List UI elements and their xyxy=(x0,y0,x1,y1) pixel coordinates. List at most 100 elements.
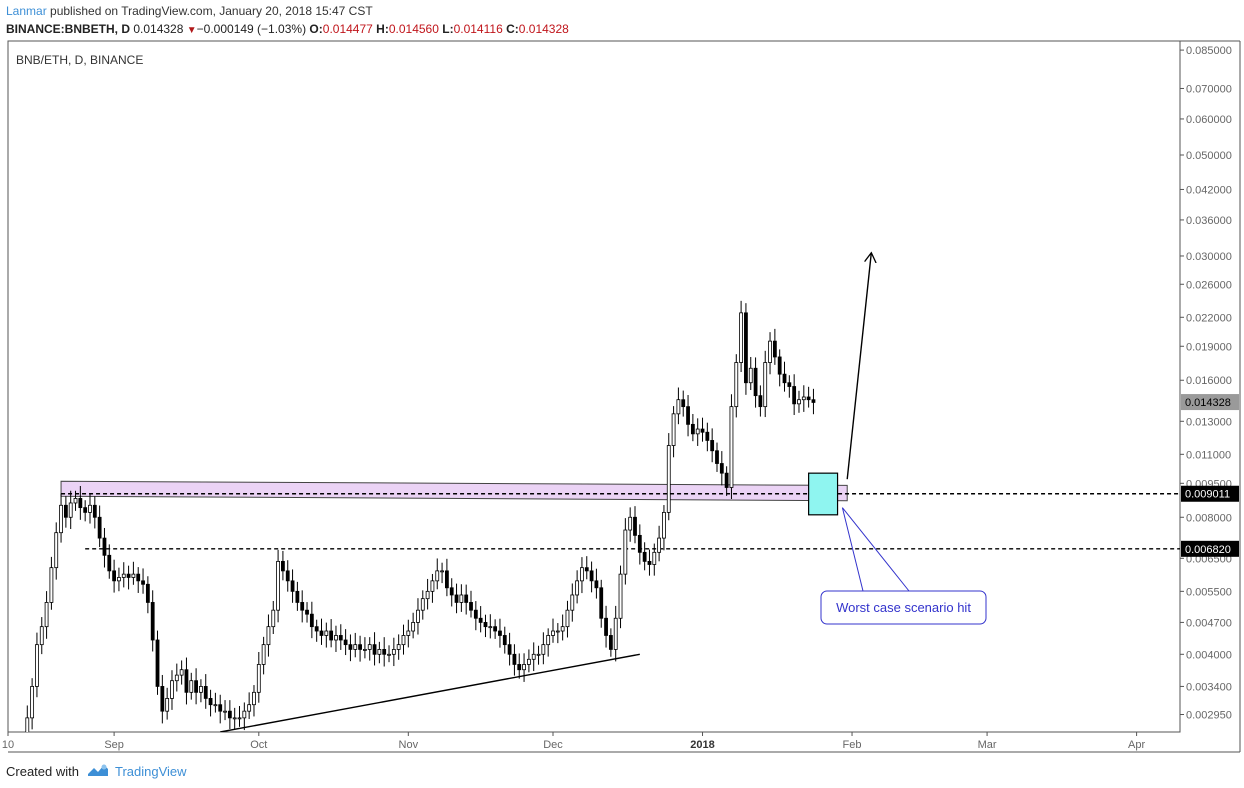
candle-body xyxy=(628,516,633,531)
candle-body xyxy=(440,570,444,573)
y-tick-label: 0.070000 xyxy=(1186,83,1232,95)
candle-body xyxy=(63,504,68,518)
candle-body xyxy=(734,362,739,408)
publisher-name[interactable]: Lanmar xyxy=(6,4,47,18)
tradingview-logo-icon[interactable] xyxy=(87,763,109,780)
candle-body xyxy=(117,577,121,582)
candle-body xyxy=(763,362,768,408)
candle-body xyxy=(700,428,705,433)
candle-body xyxy=(478,617,483,623)
candle-body xyxy=(782,373,787,384)
candle-body xyxy=(155,639,160,687)
candle-body xyxy=(295,590,300,603)
candle-body xyxy=(372,644,377,655)
candle-body xyxy=(666,445,671,513)
low-label: L: xyxy=(442,22,454,36)
footer: Created with TradingView xyxy=(6,763,187,780)
candle-body xyxy=(319,630,324,636)
candle-body xyxy=(454,594,459,603)
candle-body xyxy=(618,573,623,619)
candle-body xyxy=(30,686,35,719)
last-price-axis-label: 0.014328 xyxy=(1185,397,1231,409)
candle-body xyxy=(662,511,666,539)
x-tick-label: Feb xyxy=(843,739,862,751)
publisher-line: Lanmar published on TradingView.com, Jan… xyxy=(6,4,373,18)
x-tick-label: Mar xyxy=(978,739,997,751)
candle-body xyxy=(107,554,112,572)
candle-body xyxy=(411,622,416,632)
candle-body xyxy=(739,312,744,363)
candle-body xyxy=(801,396,806,401)
candle-body xyxy=(647,560,652,565)
candle-body xyxy=(300,602,305,611)
candle-body xyxy=(218,704,223,712)
candle-body xyxy=(88,504,92,513)
candle-body xyxy=(594,580,599,589)
candle-body xyxy=(324,630,329,636)
candle-body xyxy=(121,573,126,578)
x-tick-label: 2018 xyxy=(690,739,714,751)
level-axis-label-0-009011: 0.009011 xyxy=(1185,489,1230,501)
candle-body xyxy=(748,367,753,384)
candle-body xyxy=(242,710,247,719)
low-value: 0.014116 xyxy=(453,22,503,36)
candle-body xyxy=(546,635,551,646)
candle-body xyxy=(97,516,102,539)
y-tick-label: 0.022000 xyxy=(1186,312,1232,324)
candle-body xyxy=(112,570,117,582)
callout-text: Worst case scenario hit xyxy=(836,600,971,615)
y-tick-label: 0.008000 xyxy=(1186,512,1232,524)
candle-body xyxy=(459,594,464,603)
y-tick-label: 0.016000 xyxy=(1186,375,1232,387)
candle-body xyxy=(526,658,531,665)
candle-body xyxy=(560,626,565,632)
candle-body xyxy=(555,630,560,633)
candle-body xyxy=(637,534,642,553)
candle-body xyxy=(203,686,208,699)
candle-body xyxy=(285,570,290,582)
candle-body xyxy=(145,583,150,603)
y-tick-label: 0.036000 xyxy=(1186,215,1232,227)
candle-body xyxy=(343,639,348,646)
candle-body xyxy=(247,704,252,712)
candle-body xyxy=(141,580,145,585)
candle-body xyxy=(483,622,488,628)
high-value: 0.014560 xyxy=(388,22,439,36)
candle-body xyxy=(21,747,24,755)
y-tick-label: 0.050000 xyxy=(1186,150,1232,162)
candle-body xyxy=(729,406,734,488)
candle-body xyxy=(252,691,256,706)
candle-body xyxy=(464,594,469,603)
candle-body xyxy=(695,428,700,435)
candle-body xyxy=(531,653,536,660)
candle-body xyxy=(49,567,54,603)
level-axis-label-0-006820: 0.006820 xyxy=(1185,544,1231,556)
published-text: published on TradingView.com, January 20… xyxy=(50,4,373,18)
y-tick-label: 0.019000 xyxy=(1186,341,1232,353)
candle-body xyxy=(174,674,179,682)
candle-body xyxy=(334,635,338,641)
candle-body xyxy=(705,431,710,441)
candle-body xyxy=(237,717,242,720)
candle-body xyxy=(92,504,97,518)
candle-body xyxy=(690,423,695,435)
candle-body xyxy=(281,560,285,572)
symbol-line: BINANCE:BNBETH, D 0.014328 ▼−0.000149 (−… xyxy=(6,22,569,36)
candle-body xyxy=(449,587,454,596)
candle-body xyxy=(271,609,276,628)
down-arrow-icon: ▼ xyxy=(186,25,197,36)
tradingview-link[interactable]: TradingView xyxy=(114,764,187,779)
candle-body xyxy=(430,580,435,592)
candle-body xyxy=(401,635,406,646)
candle-body xyxy=(493,626,498,632)
candle-body xyxy=(189,680,194,693)
candle-body xyxy=(541,644,546,655)
candle-body xyxy=(367,644,372,650)
x-tick-label: Nov xyxy=(399,739,419,751)
x-tick-label: Apr xyxy=(1128,739,1145,751)
candle-body xyxy=(314,626,319,632)
close-value: 0.014328 xyxy=(518,22,569,36)
candle-body xyxy=(811,399,816,403)
candle-body xyxy=(584,567,589,572)
